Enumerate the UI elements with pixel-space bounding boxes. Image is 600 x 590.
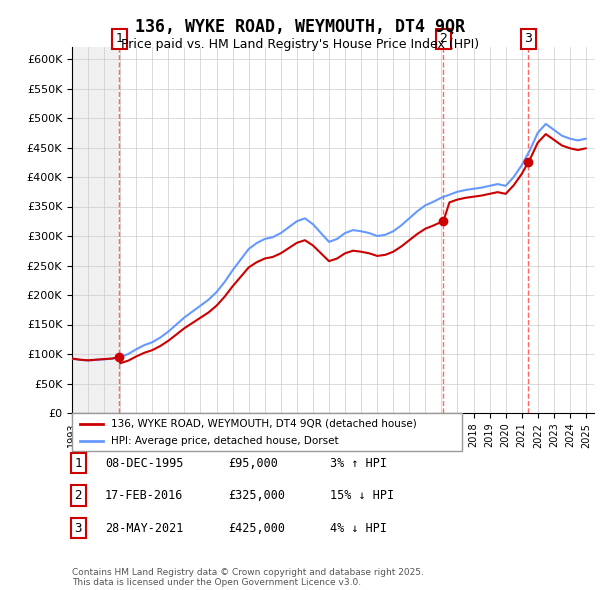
Text: 2: 2 — [439, 32, 447, 45]
Text: 08-DEC-1995: 08-DEC-1995 — [105, 457, 184, 470]
Bar — [72, 47, 119, 413]
Text: 1: 1 — [115, 32, 123, 45]
Text: 3: 3 — [74, 522, 82, 535]
Text: 2: 2 — [74, 489, 82, 502]
Text: 15% ↓ HPI: 15% ↓ HPI — [330, 489, 394, 502]
Text: 136, WYKE ROAD, WEYMOUTH, DT4 9QR: 136, WYKE ROAD, WEYMOUTH, DT4 9QR — [135, 18, 465, 36]
Text: 3: 3 — [524, 32, 532, 45]
Text: 17-FEB-2016: 17-FEB-2016 — [105, 489, 184, 502]
Text: 4% ↓ HPI: 4% ↓ HPI — [330, 522, 387, 535]
Text: 1: 1 — [74, 457, 82, 470]
Text: 136, WYKE ROAD, WEYMOUTH, DT4 9QR (detached house): 136, WYKE ROAD, WEYMOUTH, DT4 9QR (detac… — [111, 419, 417, 429]
FancyBboxPatch shape — [72, 413, 462, 451]
Text: Price paid vs. HM Land Registry's House Price Index (HPI): Price paid vs. HM Land Registry's House … — [121, 38, 479, 51]
Text: HPI: Average price, detached house, Dorset: HPI: Average price, detached house, Dors… — [111, 435, 338, 445]
Text: Contains HM Land Registry data © Crown copyright and database right 2025.
This d: Contains HM Land Registry data © Crown c… — [72, 568, 424, 587]
Text: 28-MAY-2021: 28-MAY-2021 — [105, 522, 184, 535]
Text: £325,000: £325,000 — [228, 489, 285, 502]
Text: 3% ↑ HPI: 3% ↑ HPI — [330, 457, 387, 470]
Text: £425,000: £425,000 — [228, 522, 285, 535]
Text: £95,000: £95,000 — [228, 457, 278, 470]
